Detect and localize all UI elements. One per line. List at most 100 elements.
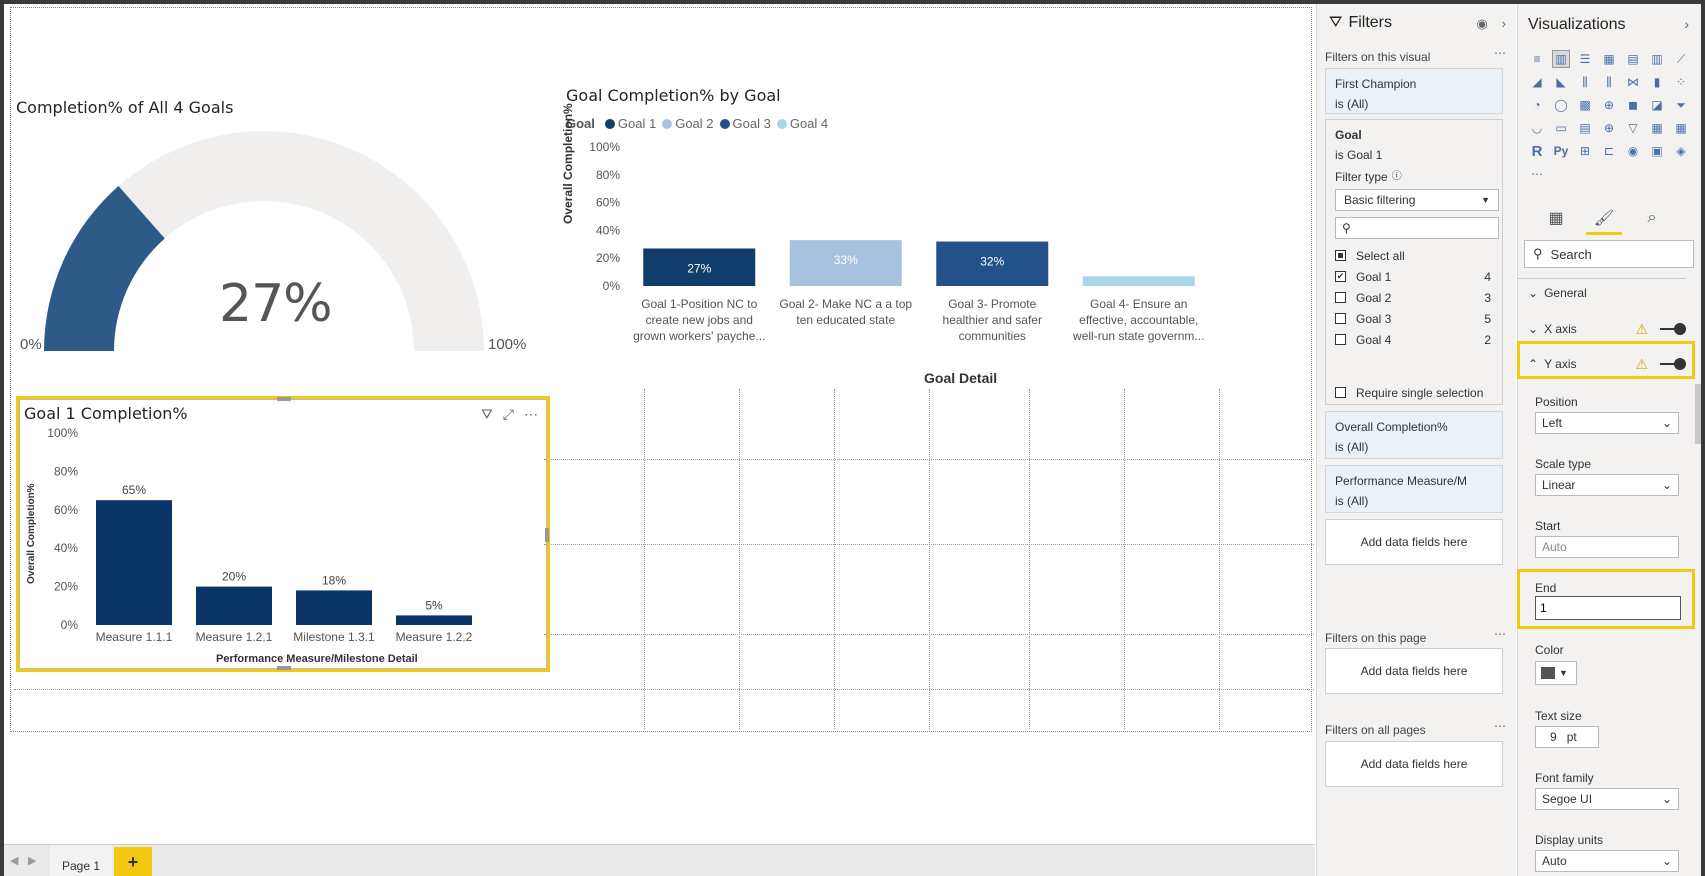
checkbox[interactable]: [1335, 387, 1346, 398]
analytics-magnifier-icon[interactable]: ⌕: [1647, 209, 1657, 226]
donut-icon[interactable]: ◯: [1554, 98, 1568, 112]
start-input[interactable]: Auto: [1535, 536, 1679, 558]
matrix-icon[interactable]: ▦: [1675, 121, 1687, 135]
100-column-icon[interactable]: ▥: [1651, 52, 1663, 66]
goal1-chart-plot[interactable]: 100% 80% 60% 40% 20% 0% 65% Measure 1.1.1 20% Mea…: [40, 422, 540, 652]
bar[interactable]: [196, 586, 272, 625]
more-options-icon[interactable]: ⋯: [524, 406, 538, 422]
checkbox[interactable]: [1335, 313, 1346, 324]
collapse-arrow-icon[interactable]: ›: [1684, 16, 1689, 32]
add-data-fields-visual[interactable]: Add data fields here: [1325, 519, 1503, 565]
add-data-fields-all-pages[interactable]: Add data fields here: [1325, 741, 1503, 787]
shape-map-icon[interactable]: ◪: [1651, 98, 1663, 112]
legend-item-goal-1[interactable]: Goal 1: [604, 116, 656, 131]
line-column-icon[interactable]: ⫼: [1582, 74, 1588, 89]
filter-option[interactable]: Goal 3 5: [1335, 308, 1493, 329]
require-single-selection[interactable]: Require single selection: [1335, 382, 1493, 403]
area-icon[interactable]: ◢: [1532, 75, 1542, 89]
section-y-axis[interactable]: ⌃ Y axis ⚠: [1524, 352, 1690, 376]
legend-item-goal-2[interactable]: Goal 2: [662, 116, 714, 131]
ribbon-icon[interactable]: ⋈: [1627, 75, 1639, 89]
more-options-icon[interactable]: ⋯: [1494, 719, 1506, 733]
bar[interactable]: [643, 248, 756, 286]
goal-chart-plot[interactable]: 100% 80% 60% 40% 20% 0% 27% Goal 1-Position NC …: [584, 132, 1264, 372]
line-clustered-icon[interactable]: ⫼: [1606, 74, 1612, 89]
gauge-icon[interactable]: ◡: [1531, 121, 1543, 135]
resize-handle-right[interactable]: [545, 528, 549, 542]
legend-item-goal-3[interactable]: Goal 3: [719, 116, 771, 131]
decomposition-icon[interactable]: ⊏: [1603, 144, 1615, 158]
checkbox[interactable]: [1335, 250, 1346, 261]
filter-option[interactable]: Select all: [1335, 245, 1493, 266]
collapse-arrow-icon[interactable]: ›: [1501, 16, 1506, 31]
filter-icon[interactable]: ⛛: [481, 406, 493, 422]
slicer-icon[interactable]: ▽: [1628, 121, 1638, 135]
legend-item-goal-4[interactable]: Goal 4: [776, 116, 828, 131]
filled-map-icon[interactable]: ◼: [1628, 98, 1638, 112]
filter-search-input[interactable]: ⚲: [1335, 217, 1499, 239]
filter-card-overall-completion[interactable]: Overall Completion% is (All): [1325, 411, 1503, 459]
goal1-chart-visual[interactable]: Goal 1 Completion% ⛛ ⤢ ⋯ Overall Complet…: [16, 396, 550, 672]
checkbox[interactable]: ✔: [1335, 271, 1346, 282]
x-axis-toggle[interactable]: [1660, 323, 1686, 335]
kpi-icon[interactable]: ⊕: [1603, 121, 1615, 135]
color-picker[interactable]: ▼: [1535, 661, 1577, 685]
power-apps-icon[interactable]: ◈: [1676, 144, 1686, 158]
more-icon[interactable]: ⋯: [1531, 167, 1543, 181]
tab-prev-icon[interactable]: ◀: [10, 855, 19, 867]
add-data-fields-page[interactable]: Add data fields here: [1325, 648, 1503, 694]
checkbox[interactable]: [1335, 334, 1346, 345]
display-units-dropdown[interactable]: Auto ⌄: [1535, 850, 1679, 872]
table-icon[interactable]: ▦: [1651, 121, 1663, 135]
scale-type-dropdown[interactable]: Linear ⌄: [1535, 474, 1679, 496]
resize-handle-bottom[interactable]: [277, 666, 291, 670]
section-general[interactable]: ⌄ General: [1524, 281, 1690, 305]
tab-page-1[interactable]: Page 1: [50, 845, 112, 876]
funnel-icon[interactable]: ⏷: [1676, 97, 1686, 112]
format-paint-roller-icon[interactable]: 🖌: [1586, 207, 1622, 235]
filter-card-goal[interactable]: Goal is Goal 1 Filter type ⓘ Basic filte…: [1325, 119, 1503, 405]
font-family-dropdown[interactable]: Segoe UI ⌄: [1535, 788, 1679, 810]
bar[interactable]: [1082, 276, 1195, 286]
waterfall-icon[interactable]: ▮: [1653, 75, 1661, 89]
map-icon[interactable]: ⊕: [1603, 98, 1615, 112]
bar[interactable]: [296, 590, 372, 625]
tab-next-icon[interactable]: ▶: [28, 855, 37, 867]
focus-mode-icon[interactable]: ⤢: [502, 406, 514, 422]
card-icon[interactable]: ▭: [1555, 121, 1567, 135]
R-icon[interactable]: R: [1531, 142, 1543, 160]
qa-icon[interactable]: ◉: [1627, 144, 1639, 158]
clustered-column-icon[interactable]: ▦: [1603, 52, 1615, 66]
add-page-button[interactable]: +: [114, 847, 152, 876]
filter-card-first-champion[interactable]: First Champion is (All): [1325, 68, 1503, 114]
filter-option[interactable]: Goal 4 2: [1335, 329, 1493, 350]
text-size-stepper[interactable]: 9 pt: [1535, 726, 1599, 748]
key-influencers-icon[interactable]: ⊞: [1579, 144, 1591, 158]
fields-tab-icon[interactable]: ▦: [1548, 210, 1564, 227]
more-options-icon[interactable]: ⋯: [1494, 46, 1506, 60]
eye-icon[interactable]: ◉: [1476, 16, 1488, 31]
filter-option[interactable]: Goal 2 3: [1335, 287, 1493, 308]
100-bar-icon[interactable]: ▤: [1627, 52, 1639, 66]
stacked-bar-icon[interactable]: ≡: [1533, 52, 1541, 66]
stacked-column-icon[interactable]: ▥: [1552, 50, 1570, 68]
filter-card-performance-measure[interactable]: Performance Measure/M is (All): [1325, 465, 1503, 513]
bar[interactable]: [936, 241, 1049, 286]
more-options-icon[interactable]: ⋯: [1494, 627, 1506, 641]
gauge-chart[interactable]: [44, 129, 484, 359]
bar[interactable]: [789, 240, 902, 286]
filter-type-dropdown[interactable]: Basic filtering ▼: [1335, 189, 1499, 211]
checkbox[interactable]: [1335, 292, 1346, 303]
pane-scrollbar[interactable]: [1695, 384, 1701, 444]
Py-icon[interactable]: Py: [1553, 144, 1569, 158]
stacked-area-icon[interactable]: ◣: [1556, 75, 1566, 89]
bar[interactable]: [396, 615, 472, 625]
line-icon[interactable]: ⟋: [1676, 51, 1686, 66]
y-axis-toggle[interactable]: [1660, 358, 1686, 370]
multi-row-card-icon[interactable]: ▤: [1579, 121, 1591, 135]
report-canvas[interactable]: Completion% of All 4 Goals 27% 0% 100% G…: [4, 4, 1315, 844]
pie-icon[interactable]: ◔: [1533, 98, 1541, 112]
position-dropdown[interactable]: Left ⌄: [1535, 412, 1679, 434]
bar[interactable]: [96, 500, 172, 625]
scatter-icon[interactable]: ⁘: [1675, 75, 1687, 89]
